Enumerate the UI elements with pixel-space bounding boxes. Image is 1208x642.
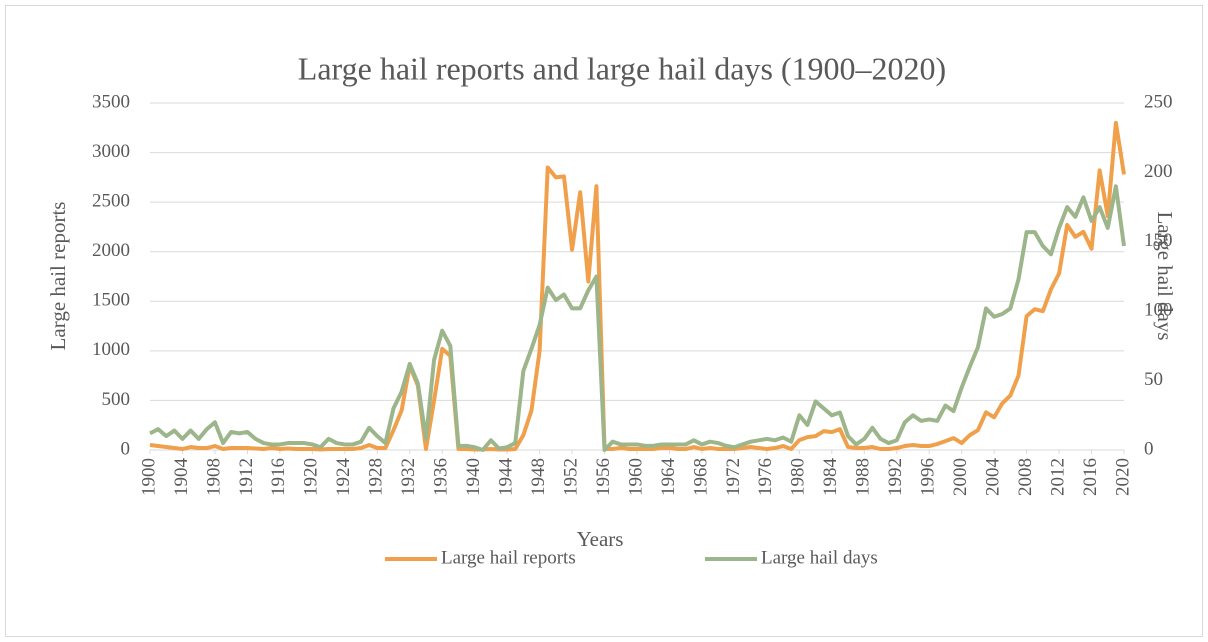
x-tick-label: 1988	[853, 458, 874, 496]
series-line	[149, 120, 1126, 452]
chart-frame	[5, 5, 1203, 637]
y2-tick-label: 250	[1144, 91, 1173, 112]
y-tick-label: 500	[102, 389, 131, 410]
y2-tick-label: 100	[1144, 300, 1173, 321]
y2-tick-label: 200	[1144, 161, 1173, 182]
y-tick-label: 0	[121, 438, 131, 459]
x-tick-label: 1968	[690, 458, 711, 496]
series-line	[149, 184, 1126, 452]
x-tick-label: 2020	[1112, 458, 1133, 496]
y2-tick-label: 0	[1144, 438, 1154, 459]
y-tick-label: 1500	[92, 290, 130, 311]
x-tick-label: 1908	[203, 458, 224, 496]
x-tick-label: 1916	[268, 458, 289, 496]
x-tick-label: 2012	[1047, 458, 1068, 496]
x-tick-label: 1920	[301, 458, 322, 496]
x-tick-label: 1964	[658, 458, 679, 497]
x-tick-label: 2000	[950, 458, 971, 496]
x-tick-label: 1928	[366, 458, 387, 496]
x-tick-label: 1992	[885, 458, 906, 496]
x-tick-label: 1984	[820, 458, 841, 497]
x-tick-label: 1980	[788, 458, 809, 496]
y2-axis-title: Large hail days	[1153, 211, 1177, 340]
y-tick-label: 2000	[92, 240, 130, 261]
x-tick-label: 1912	[236, 458, 257, 496]
x-tick-label: 2008	[1015, 458, 1036, 496]
x-tick-label: 1924	[333, 458, 354, 497]
chart-title: Large hail reports and large hail days (…	[298, 50, 946, 86]
y2-tick-label: 50	[1144, 369, 1163, 390]
y-tick-label: 2500	[92, 191, 130, 212]
x-tick-label: 1900	[138, 458, 159, 496]
y-axis-title: Large hail reports	[46, 202, 70, 351]
x-tick-label: 2004	[982, 458, 1003, 497]
x-tick-label: 1956	[593, 458, 614, 496]
x-tick-label: 1944	[495, 458, 516, 497]
x-tick-label: 1996	[918, 458, 939, 496]
legend-label: Large hail days	[761, 547, 878, 568]
y-tick-label: 3000	[92, 141, 130, 162]
y-tick-label: 1000	[92, 339, 130, 360]
x-tick-label: 2016	[1080, 458, 1101, 496]
x-tick-label: 1904	[171, 458, 192, 497]
x-tick-label: 1932	[398, 458, 419, 496]
x-tick-label: 1948	[528, 458, 549, 496]
y2-tick-label: 150	[1144, 230, 1173, 251]
x-tick-label: 1940	[463, 458, 484, 496]
x-axis-title: Years	[577, 527, 624, 551]
x-tick-label: 1952	[560, 458, 581, 496]
x-tick-label: 1976	[755, 458, 776, 496]
legend-label: Large hail reports	[441, 547, 576, 568]
x-tick-label: 1972	[723, 458, 744, 496]
x-tick-label: 1960	[625, 458, 646, 496]
y-tick-label: 3500	[92, 91, 130, 112]
x-tick-label: 1936	[431, 458, 452, 496]
